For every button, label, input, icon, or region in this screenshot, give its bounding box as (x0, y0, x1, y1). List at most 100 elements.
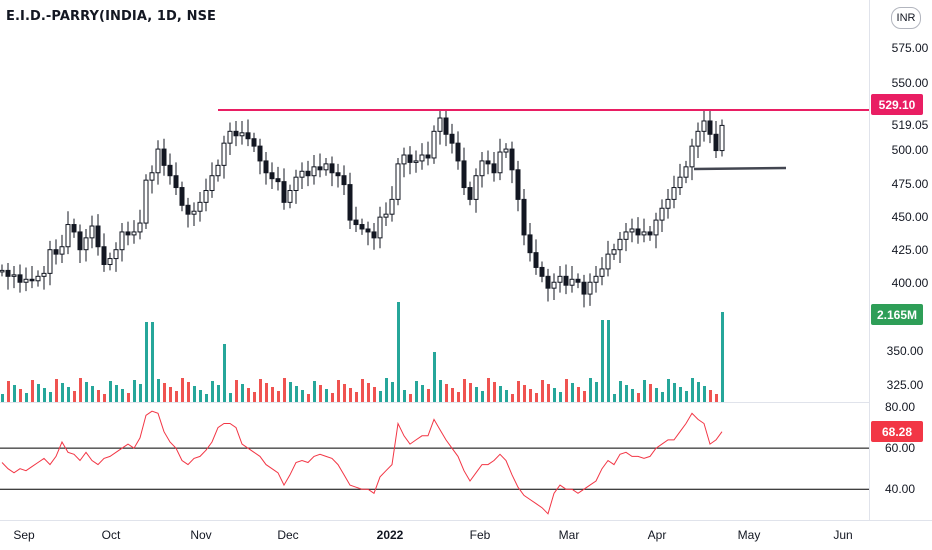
candle (593, 265, 599, 293)
volume-bar (295, 386, 298, 402)
volume-bar (325, 389, 328, 402)
candle (425, 141, 431, 166)
candle (137, 209, 143, 240)
candle (623, 223, 629, 252)
candle (563, 264, 569, 295)
volume-bar (445, 384, 448, 402)
candle (473, 168, 479, 213)
volume-bar (289, 382, 292, 402)
candle (431, 125, 437, 164)
volume-bar (613, 394, 616, 402)
time-tick-label: Nov (190, 528, 211, 542)
volume-bar (691, 378, 694, 402)
volume-bar (655, 388, 658, 402)
volume-bar (211, 381, 214, 402)
candle (305, 160, 311, 187)
volume-bar (103, 394, 106, 402)
volume-bar (451, 388, 454, 402)
price-tick-label: 350.00 (887, 344, 924, 358)
price-tick-label: 550.00 (892, 76, 929, 90)
candle (383, 202, 389, 227)
candle (389, 186, 395, 222)
candle (185, 197, 191, 228)
currency-button[interactable]: INR (891, 7, 921, 29)
volume-bar (25, 393, 28, 402)
volume-bar (19, 389, 22, 402)
candle (95, 214, 101, 256)
candle (545, 268, 551, 302)
volume-last-badge: 2.165M (871, 304, 923, 325)
support-line[interactable] (693, 166, 787, 171)
candle (311, 155, 317, 185)
candle (503, 143, 509, 158)
volume-bar (607, 320, 610, 402)
volume-bar (385, 378, 388, 402)
symbol-title[interactable]: E.I.D.-PARRY(INDIA, 1D, NSE (6, 9, 217, 24)
candle (257, 138, 263, 175)
candle (407, 146, 413, 175)
volume-bar (493, 382, 496, 402)
volume-bar (331, 393, 334, 402)
rsi-axis[interactable]: 80.00 60.00 40.00 (885, 400, 915, 496)
candle (11, 265, 17, 289)
candle (125, 221, 131, 246)
candle (17, 264, 23, 293)
volume-bar (427, 389, 430, 402)
candle (413, 150, 419, 173)
volume-bar (703, 386, 706, 402)
volume-bar (547, 384, 550, 402)
volume-bar (223, 344, 226, 402)
volume-bar (253, 392, 256, 402)
candle (695, 122, 701, 158)
candle (65, 211, 71, 255)
candle (47, 240, 53, 286)
volume-bar (241, 384, 244, 402)
candle (401, 147, 407, 178)
candle (5, 263, 11, 290)
volume-bar (13, 385, 16, 402)
volume-bar (1, 394, 4, 402)
volume-bar (589, 378, 592, 402)
candle (437, 110, 443, 145)
time-axis[interactable]: Sep Oct Nov Dec 2022 Feb Mar Apr May Jun (13, 528, 852, 542)
volume-bar (61, 383, 64, 402)
candle (509, 141, 515, 184)
volume-bar (7, 381, 10, 402)
candle (41, 265, 47, 290)
volume-bar (631, 389, 634, 402)
candle (275, 166, 281, 191)
candle (359, 218, 365, 235)
volume-bar (649, 384, 652, 402)
candle (131, 220, 137, 244)
price-tick-label: 575.00 (892, 41, 929, 55)
volume-bar (115, 385, 118, 402)
price-axis[interactable]: 575.00 550.00 519.05 500.00 475.00 450.00 425.… (887, 41, 929, 392)
time-tick-label: 2022 (377, 528, 404, 542)
candle (71, 218, 77, 238)
candle (77, 224, 83, 264)
volume-bar (319, 385, 322, 402)
candle (233, 120, 239, 147)
volume-bar (73, 391, 76, 402)
volume-bar (667, 379, 670, 402)
rsi-tick-label: 60.00 (885, 441, 915, 455)
volume-bar (511, 394, 514, 402)
volume-bar (199, 390, 202, 402)
candle (491, 152, 497, 182)
candle (191, 202, 197, 227)
volume-bar (31, 380, 34, 402)
volume-bar (397, 302, 400, 402)
candle (29, 265, 35, 289)
volume-bar (133, 380, 136, 402)
volume-bar (49, 392, 52, 402)
candle (575, 273, 581, 289)
volume-bar (175, 391, 178, 402)
candle (179, 181, 185, 212)
candle (629, 218, 635, 243)
volume-bar (277, 391, 280, 402)
candle (587, 273, 593, 306)
candle (263, 152, 269, 185)
candle (371, 223, 377, 250)
candle (515, 160, 521, 212)
